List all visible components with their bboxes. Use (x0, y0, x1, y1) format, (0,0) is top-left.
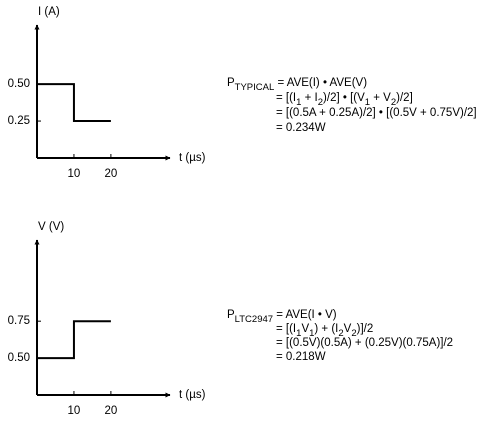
y-tick-label: 0.75 (8, 315, 30, 327)
x-tick-label: 10 (68, 168, 81, 180)
equation-text: = AVE(I) • AVE(V) (274, 77, 367, 89)
equation-text: + V (370, 92, 391, 104)
equation-text: = AVE(I • V) (273, 309, 337, 321)
equation-line: PLTC2947 = AVE(I • V) (227, 309, 337, 324)
equation-text: V (344, 323, 352, 335)
equation-line: = [(I1 + I2)/2] • [(V1 + V2)/2] (276, 92, 413, 107)
equation-text: = 0.234W (276, 122, 326, 134)
equation-text: = [(I (276, 92, 296, 104)
y-tick-label: 0.25 (8, 115, 30, 127)
equation-text: = [(0.5V)(0.5A) + (0.25V)(0.75A)]/2 (276, 337, 453, 349)
equation-subscript: 2 (391, 97, 396, 108)
x-tick-label: 20 (104, 168, 117, 180)
equation-text: )/2] • [(V (323, 92, 365, 104)
equation-subscript: 2 (351, 328, 356, 339)
step-line (37, 320, 111, 360)
equation-subscript: 1 (296, 328, 301, 339)
equation-text: = 0.218W (276, 351, 326, 363)
equation-text: ) + (I (314, 323, 338, 335)
equation-text: + I (301, 92, 317, 104)
equation-text: = [(I (276, 323, 296, 335)
y-axis-label: V (V) (38, 221, 64, 233)
x-tick-label: 20 (104, 405, 117, 417)
step-line (37, 83, 111, 123)
equation-subscript: 1 (365, 97, 370, 108)
equation-text: P (227, 309, 235, 321)
y-tick-label: 0.50 (8, 78, 30, 90)
equation-text: V (301, 323, 309, 335)
equation-line: = [(0.5V)(0.5A) + (0.25V)(0.75A)]/2 (276, 337, 453, 349)
equation-subscript: 2 (338, 328, 343, 339)
equation-line: = 0.234W (276, 122, 326, 134)
equation-line: = [(0.5A + 0.25A)/2] • [(0.5V + 0.75V)/2… (276, 107, 477, 119)
x-axis-label: t (µs) (179, 152, 206, 164)
equation-text: )/2] (396, 92, 413, 104)
x-axis-label: t (µs) (179, 389, 206, 401)
equation-subscript: 1 (296, 97, 301, 108)
equation-line: = [(I1V1) + (I2V2)]/2 (276, 323, 373, 338)
y-axis-label: I (A) (38, 6, 60, 18)
equation-text: )]/2 (357, 323, 374, 335)
equation-subscript: 1 (309, 328, 314, 339)
equation-subscript: 2 (318, 97, 323, 108)
x-tick-label: 10 (68, 405, 81, 417)
equation-subscript: TYPICAL (235, 82, 275, 93)
equation-line: PTYPICAL = AVE(I) • AVE(V) (227, 77, 367, 92)
equation-line: = 0.218W (276, 351, 326, 363)
equation-text: = [(0.5A + 0.25A)/2] • [(0.5V + 0.75V)/2… (276, 107, 477, 119)
equation-subscript: LTC2947 (235, 314, 273, 325)
equation-text: P (227, 77, 235, 89)
y-tick-label: 0.50 (8, 352, 30, 364)
